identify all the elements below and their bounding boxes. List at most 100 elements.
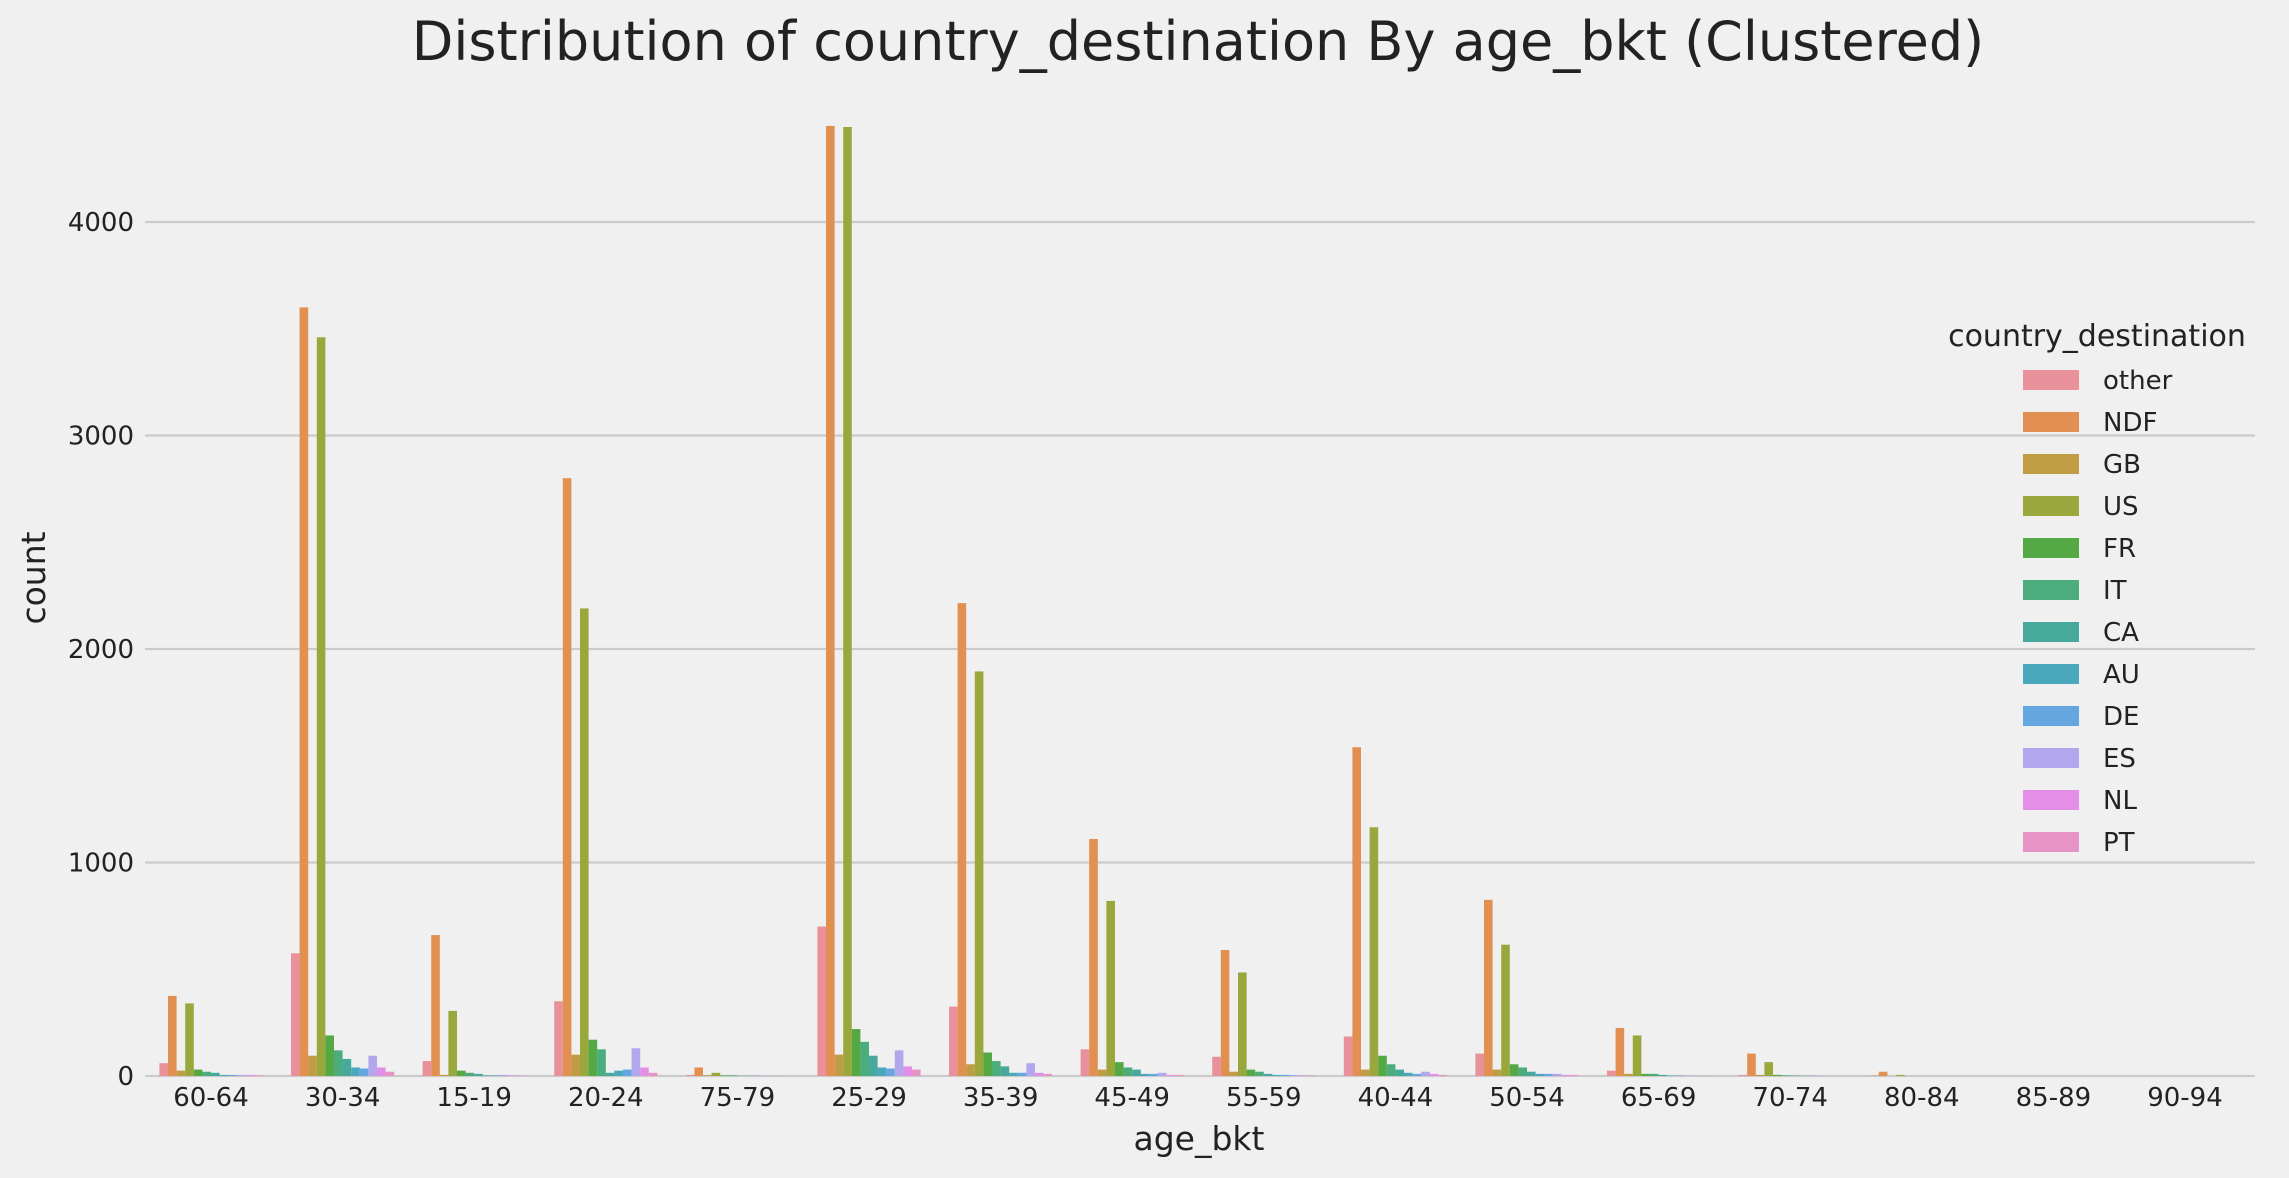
bar-ES-50-54 [1552,1073,1562,1076]
bar-IT-30-34 [334,1050,343,1076]
bar-AU-30-34 [351,1067,360,1076]
bar-NL-50-54 [1561,1074,1570,1076]
bar-US-30-34 [316,337,326,1076]
bar-IT-60-64 [202,1071,211,1076]
bar-AU-15-19 [482,1075,492,1076]
bar-CA-30-34 [342,1058,352,1076]
bar-PT-20-24 [648,1072,658,1076]
legend-label-GB: GB [2103,450,2141,480]
x-tick-label: 25-29 [831,1083,907,1113]
bar-CA-45-49 [1132,1069,1141,1076]
bar-PT-40-44 [1438,1074,1447,1076]
legend-title: country_destination [1948,319,2246,354]
bar-GB-60-64 [176,1070,186,1076]
bar-IT-20-24 [597,1049,606,1076]
bar-other-75-79 [685,1074,695,1076]
bar-DE-30-34 [359,1068,369,1076]
bar-CA-20-24 [605,1072,615,1076]
bar-group-70-74 [1738,1053,1825,1076]
bar-NDF-65-69 [1615,1027,1625,1076]
bar-GB-30-34 [308,1055,317,1076]
bar-US-55-59 [1238,972,1247,1076]
x-tick-label: 70-74 [1752,1083,1828,1113]
legend-label-FR: FR [2103,534,2136,564]
bar-DE-45-49 [1149,1073,1158,1076]
bar-ES-40-44 [1421,1071,1430,1076]
bar-PT-30-34 [385,1071,395,1076]
bar-IT-55-59 [1255,1071,1264,1076]
bar-GB-55-59 [1229,1071,1238,1076]
legend-label-NDF: NDF [2103,408,2157,438]
bar-NDF-80-84 [1878,1071,1888,1076]
bar-ES-25-29 [894,1050,904,1076]
bar-NDF-45-49 [1089,839,1098,1076]
bar-US-60-64 [185,1003,194,1076]
bar-group-25-29 [817,125,921,1077]
bar-US-25-29 [843,126,852,1077]
bar-AU-45-49 [1140,1073,1150,1076]
x-axis-label: age_bkt [1134,1119,1265,1158]
bar-NDF-50-54 [1484,899,1493,1076]
bar-PT-60-64 [254,1075,263,1076]
bar-ES-15-19 [500,1074,509,1076]
bar-ES-45-49 [1158,1072,1167,1076]
x-tick-label: 55-59 [1226,1083,1302,1113]
legend-swatch-PT [2023,832,2079,852]
gridlines [145,220,2255,1078]
bar-GB-75-79 [703,1075,712,1076]
bar-GB-15-19 [439,1074,449,1076]
bar-PT-50-54 [1570,1074,1579,1076]
legend-label-IT: IT [2103,576,2127,606]
bar-CA-15-19 [474,1073,483,1076]
legend: country_destination other NDF GB US FR IT CA AU… [1948,319,2246,858]
bar-GB-20-24 [571,1054,580,1076]
bar-FR-25-29 [851,1029,861,1076]
legend-swatch-US [2023,496,2079,516]
y-axis-label: count [14,531,53,624]
bar-AU-20-24 [614,1070,623,1076]
bar-FR-65-69 [1641,1073,1650,1076]
legend-swatch-NDF [2023,412,2079,432]
legend-swatch-GB [2023,454,2079,474]
bar-CA-50-54 [1527,1071,1536,1076]
bar-NDF-15-19 [431,935,440,1076]
x-tick-label: 20-24 [568,1083,644,1113]
bar-IT-50-54 [1518,1067,1527,1076]
bar-US-45-49 [1106,900,1115,1076]
legend-label-US: US [2103,492,2139,522]
bar-GB-70-74 [1755,1074,1765,1076]
bar-NL-60-64 [245,1074,254,1076]
bar-FR-50-54 [1509,1064,1519,1076]
bar-GB-45-49 [1097,1069,1107,1076]
bar-ES-55-59 [1289,1074,1299,1076]
bar-other-15-19 [422,1061,432,1076]
bar-NL-30-34 [377,1067,386,1076]
bar-GB-50-54 [1492,1069,1502,1076]
legend-swatch-AU [2023,664,2079,684]
x-tick-label: 60-64 [173,1083,249,1113]
bar-GB-35-39 [966,1064,975,1076]
bar-US-15-19 [448,1010,457,1076]
bar-other-25-29 [817,926,826,1076]
bar-US-35-39 [974,671,984,1076]
bar-DE-35-39 [1017,1072,1027,1076]
bar-other-30-34 [291,953,300,1076]
bar-other-70-74 [1738,1074,1748,1076]
y-axis-ticks: 0 1000 2000 3000 4000 [68,208,134,1092]
legend-swatch-IT [2023,580,2079,600]
bar-CA-25-29 [869,1055,878,1076]
bar-group-45-49 [1080,839,1184,1076]
bar-US-20-24 [580,608,589,1076]
bar-NDF-35-39 [957,603,967,1076]
bar-GB-25-29 [834,1054,844,1076]
bar-group-50-54 [1475,899,1579,1076]
bar-US-65-69 [1632,1035,1642,1076]
y-tick-label: 3000 [68,422,134,452]
bar-IT-65-69 [1650,1073,1659,1076]
bar-group-75-79 [685,1067,781,1076]
legend-label-CA: CA [2103,618,2139,648]
bar-US-40-44 [1369,827,1379,1076]
bar-US-70-74 [1764,1062,1773,1076]
bar-NDF-70-74 [1747,1053,1756,1076]
bar-AU-35-39 [1009,1072,1018,1076]
